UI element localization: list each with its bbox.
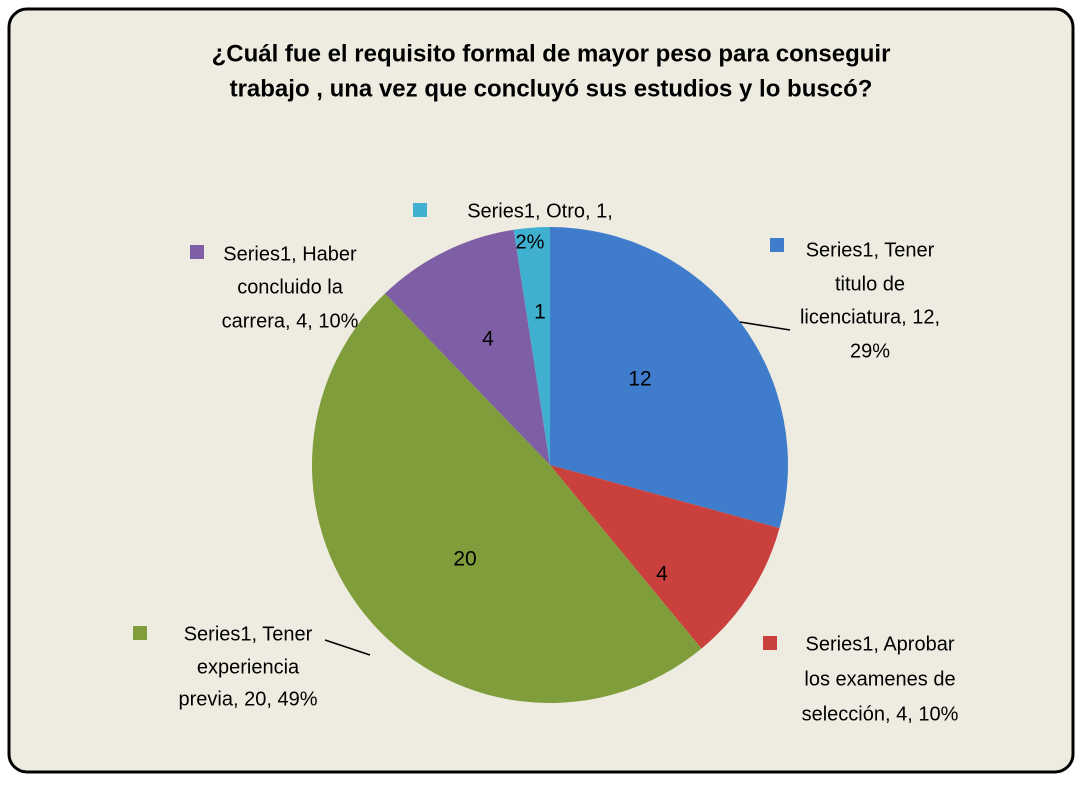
chart-title: trabajo , una vez que concluyó sus estud… bbox=[230, 75, 873, 102]
legend-marker bbox=[190, 245, 204, 259]
data-label: concluido la bbox=[237, 276, 344, 298]
data-label: Series1, Tener bbox=[184, 623, 313, 645]
slice-label: 4 bbox=[656, 563, 668, 586]
legend-marker bbox=[763, 636, 777, 650]
data-label: selección, 4, 10% bbox=[802, 703, 959, 725]
leader-line bbox=[324, 639, 371, 656]
data-label: Series1, Haber bbox=[223, 243, 357, 265]
slice-label: 1 bbox=[534, 301, 546, 324]
data-label: los examenes de bbox=[804, 668, 955, 690]
pie-slice bbox=[550, 465, 780, 649]
legend-marker bbox=[413, 203, 427, 217]
slice-label: 20 bbox=[453, 548, 476, 571]
pie-slice bbox=[311, 293, 702, 704]
data-label: titulo de bbox=[835, 273, 905, 295]
data-label: carrera, 4, 10% bbox=[222, 310, 359, 332]
pie-slice bbox=[513, 227, 550, 465]
chart-title: ¿Cuál fue el requisito formal de mayor p… bbox=[212, 40, 891, 67]
data-label: experiencia bbox=[197, 656, 300, 678]
slice-label: 4 bbox=[482, 328, 494, 351]
data-label: 2% bbox=[516, 231, 545, 253]
data-label: licenciatura, 12, bbox=[800, 306, 940, 328]
slice-label: 12 bbox=[628, 368, 651, 391]
data-label: Series1, Tener bbox=[806, 239, 935, 261]
leader-line bbox=[739, 321, 791, 331]
pie-slice bbox=[384, 229, 550, 465]
data-label: previa, 20, 49% bbox=[179, 688, 318, 710]
data-label: Series1, Aprobar bbox=[806, 633, 955, 655]
legend-marker bbox=[770, 238, 784, 252]
pie-slice bbox=[550, 227, 788, 529]
data-label: 29% bbox=[850, 340, 890, 362]
data-label: Series1, Otro, 1, bbox=[467, 200, 613, 222]
legend-marker bbox=[133, 626, 147, 640]
